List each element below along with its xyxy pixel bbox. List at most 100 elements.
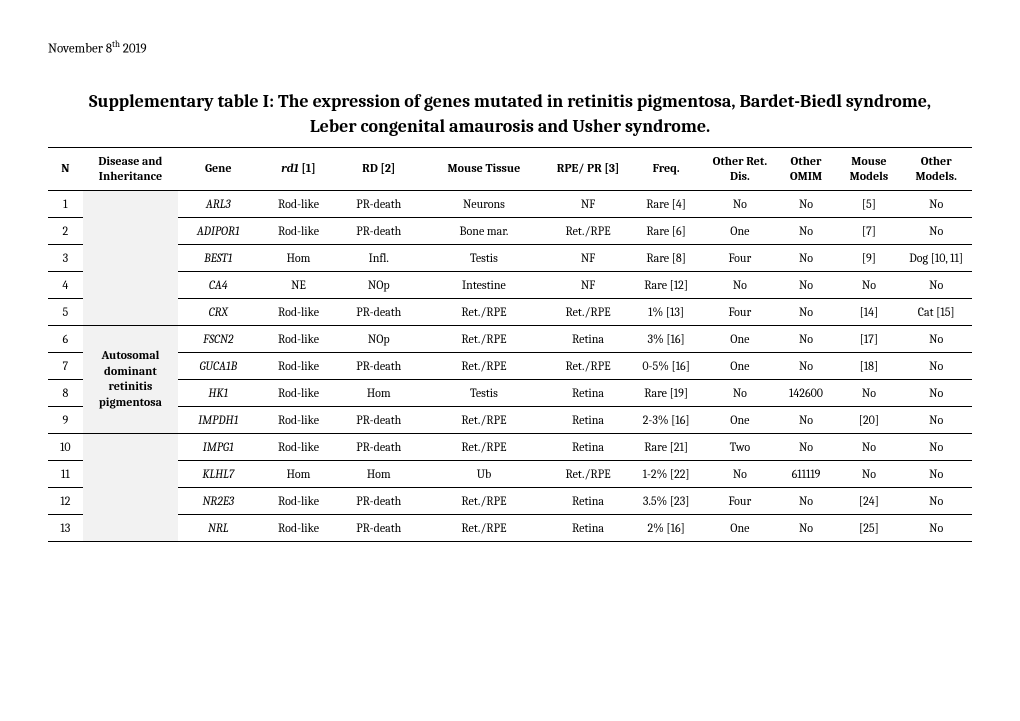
cell-rd: PR-death	[339, 217, 419, 244]
cell-freq: 3% [16]	[627, 325, 705, 352]
cell-n: 3	[48, 244, 83, 271]
cell-other-models: No	[900, 325, 972, 352]
cell-rd1: Rod-like	[258, 217, 338, 244]
table-header-row: N Disease and Inheritance Gene rd1 [1] R…	[48, 147, 972, 190]
cell-mouse-models: [5]	[837, 190, 900, 217]
cell-mouse-tissue: Ub	[419, 460, 549, 487]
cell-gene: CRX	[178, 298, 258, 325]
cell-other-models: Dog [10, 11]	[900, 244, 972, 271]
cell-mouse-tissue: Bone mar.	[419, 217, 549, 244]
cell-other-models: No	[900, 406, 972, 433]
cell-gene: GUCA1B	[178, 352, 258, 379]
cell-freq: Rare [12]	[627, 271, 705, 298]
cell-rpe-pr: Retina	[549, 325, 627, 352]
cell-gene: NRL	[178, 514, 258, 541]
cell-mouse-tissue: Ret./RPE	[419, 352, 549, 379]
cell-other-ret-dis: Two	[705, 433, 774, 460]
cell-other-ret-dis: One	[705, 217, 774, 244]
cell-rpe-pr: Retina	[549, 514, 627, 541]
cell-other-omim: No	[775, 352, 838, 379]
cell-freq: 0-5% [16]	[627, 352, 705, 379]
cell-n: 13	[48, 514, 83, 541]
cell-rpe-pr: Retina	[549, 433, 627, 460]
cell-rd1: Rod-like	[258, 379, 338, 406]
cell-other-ret-dis: Four	[705, 298, 774, 325]
cell-freq: Rare [19]	[627, 379, 705, 406]
table-row: 9IMPDH1Rod-likePR-deathRet./RPERetina2-3…	[48, 406, 972, 433]
cell-rd1: Rod-like	[258, 325, 338, 352]
cell-rd: Hom	[339, 379, 419, 406]
cell-other-ret-dis: No	[705, 379, 774, 406]
cell-other-models: No	[900, 352, 972, 379]
cell-n: 1	[48, 190, 83, 217]
cell-other-ret-dis: No	[705, 271, 774, 298]
cell-other-omim: No	[775, 487, 838, 514]
table-row: 13 NRLRod-likePR-deathRet./RPERetina2% [1…	[48, 514, 972, 541]
cell-rpe-pr: Ret./RPE	[549, 352, 627, 379]
cell-n: 11	[48, 460, 83, 487]
col-mouse-tissue: Mouse Tissue	[419, 147, 549, 190]
cell-rd: PR-death	[339, 406, 419, 433]
cell-gene: BEST1	[178, 244, 258, 271]
disease-group-spacer	[83, 190, 178, 325]
col-disease: Disease and Inheritance	[83, 147, 178, 190]
cell-mouse-models: [14]	[837, 298, 900, 325]
cell-other-omim: No	[775, 217, 838, 244]
cell-mouse-models: No	[837, 433, 900, 460]
cell-mouse-tissue: Ret./RPE	[419, 325, 549, 352]
cell-freq: Rare [8]	[627, 244, 705, 271]
table-row: 6Autosomal dominant retinitis pigmentosa…	[48, 325, 972, 352]
cell-rd1: Rod-like	[258, 190, 338, 217]
cell-rd: PR-death	[339, 514, 419, 541]
cell-other-omim: No	[775, 433, 838, 460]
cell-freq: 3.5% [23]	[627, 487, 705, 514]
cell-freq: 1-2% [22]	[627, 460, 705, 487]
cell-other-models: No	[900, 460, 972, 487]
cell-mouse-models: [20]	[837, 406, 900, 433]
cell-other-omim: No	[775, 271, 838, 298]
cell-freq: Rare [6]	[627, 217, 705, 244]
cell-other-models: No	[900, 514, 972, 541]
cell-other-models: No	[900, 190, 972, 217]
cell-gene: ADIPOR1	[178, 217, 258, 244]
cell-rpe-pr: Ret./RPE	[549, 217, 627, 244]
cell-other-ret-dis: One	[705, 325, 774, 352]
cell-rd: PR-death	[339, 487, 419, 514]
cell-mouse-models: [24]	[837, 487, 900, 514]
cell-freq: Rare [4]	[627, 190, 705, 217]
cell-mouse-models: [17]	[837, 325, 900, 352]
cell-rd1: Rod-like	[258, 298, 338, 325]
cell-mouse-tissue: Ret./RPE	[419, 298, 549, 325]
cell-other-omim: No	[775, 325, 838, 352]
cell-freq: 2% [16]	[627, 514, 705, 541]
cell-other-models: Cat [15]	[900, 298, 972, 325]
cell-mouse-models: No	[837, 271, 900, 298]
cell-n: 8	[48, 379, 83, 406]
cell-freq: 2-3% [16]	[627, 406, 705, 433]
cell-other-ret-dis: One	[705, 406, 774, 433]
cell-rd1: Rod-like	[258, 514, 338, 541]
cell-other-omim: 611119	[775, 460, 838, 487]
cell-other-models: No	[900, 379, 972, 406]
cell-mouse-models: [18]	[837, 352, 900, 379]
cell-n: 10	[48, 433, 83, 460]
cell-mouse-tissue: Ret./RPE	[419, 514, 549, 541]
date-post: 2019	[120, 41, 147, 56]
cell-mouse-tissue: Testis	[419, 244, 549, 271]
cell-mouse-tissue: Testis	[419, 379, 549, 406]
cell-other-omim: 142600	[775, 379, 838, 406]
date-pre: November 8	[48, 41, 112, 56]
cell-n: 6	[48, 325, 83, 352]
col-other-omim: Other OMIM	[775, 147, 838, 190]
supplementary-table: N Disease and Inheritance Gene rd1 [1] R…	[48, 147, 972, 542]
cell-rd: PR-death	[339, 298, 419, 325]
cell-rpe-pr: Retina	[549, 379, 627, 406]
col-other-models: Other Models.	[900, 147, 972, 190]
cell-mouse-models: No	[837, 379, 900, 406]
cell-n: 5	[48, 298, 83, 325]
cell-rd: PR-death	[339, 352, 419, 379]
cell-n: 4	[48, 271, 83, 298]
cell-rd1: Rod-like	[258, 433, 338, 460]
cell-rd: PR-death	[339, 433, 419, 460]
cell-mouse-tissue: Ret./RPE	[419, 406, 549, 433]
